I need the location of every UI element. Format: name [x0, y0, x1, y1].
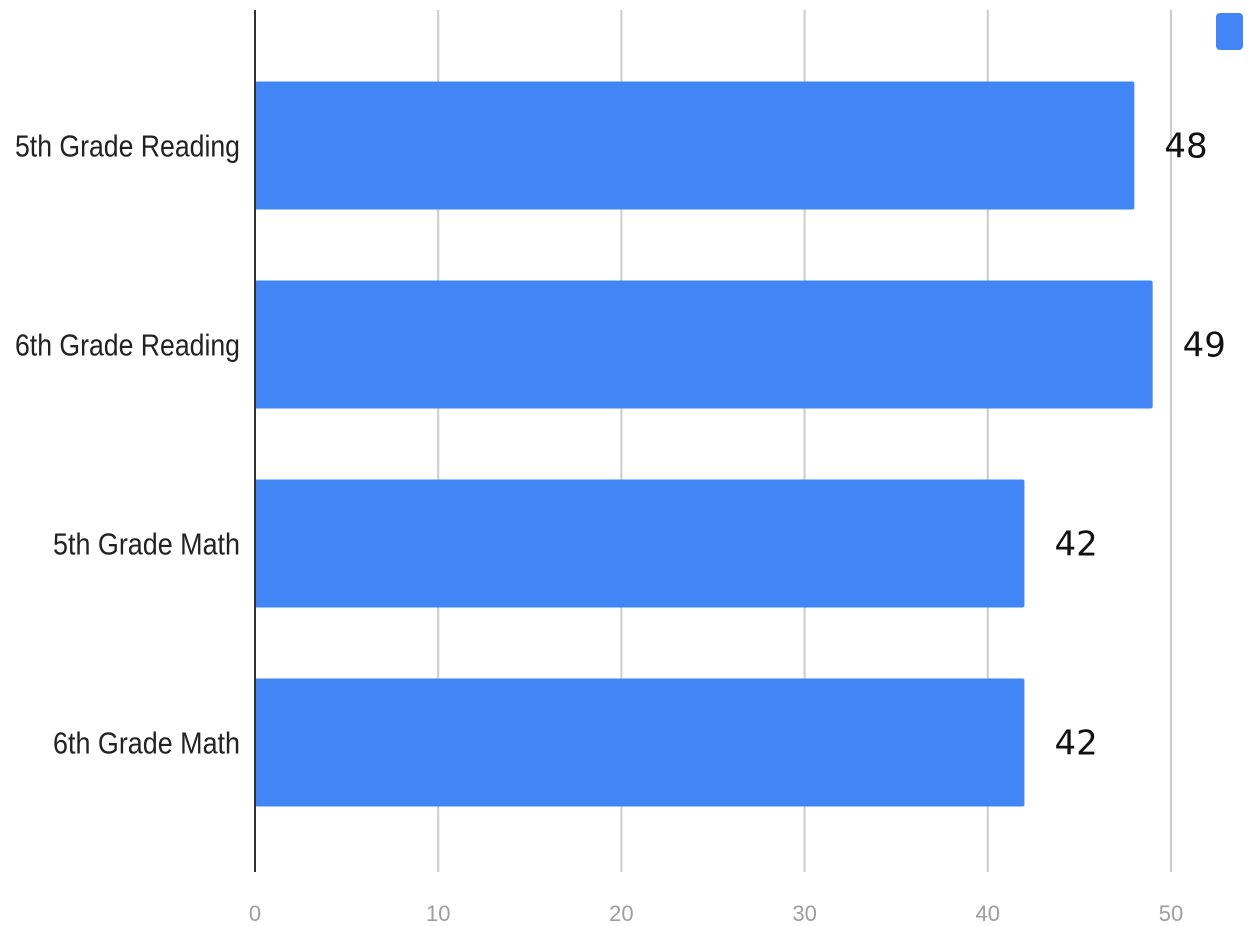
category-labels: 5th Grade Reading 6th Grade Reading 5th Gr…	[15, 129, 240, 761]
data-label: 48	[1164, 127, 1207, 167]
category-label: 6th Grade Reading	[15, 328, 240, 363]
bar	[255, 479, 1025, 608]
bar	[255, 81, 1135, 210]
x-tick-label: 10	[426, 901, 450, 926]
data-label: 42	[1054, 724, 1097, 764]
category-label: 6th Grade Math	[53, 726, 240, 761]
category-label: 5th Grade Math	[53, 527, 240, 562]
x-tick-label: 50	[1159, 901, 1183, 926]
data-labels: 48 49 42 42	[1054, 127, 1226, 764]
data-label: 42	[1054, 525, 1097, 565]
bar	[255, 678, 1025, 807]
x-tick-label: 0	[249, 901, 261, 926]
legend-swatch	[1216, 13, 1243, 50]
data-label: 49	[1183, 326, 1226, 366]
category-label: 5th Grade Reading	[15, 129, 240, 164]
x-tick-label: 20	[609, 901, 633, 926]
bars	[255, 81, 1153, 807]
x-tick-label: 30	[792, 901, 816, 926]
x-tick-labels: 0 10 20 30 40 50	[249, 901, 1183, 926]
x-tick-label: 40	[976, 901, 1000, 926]
bar	[255, 280, 1153, 409]
